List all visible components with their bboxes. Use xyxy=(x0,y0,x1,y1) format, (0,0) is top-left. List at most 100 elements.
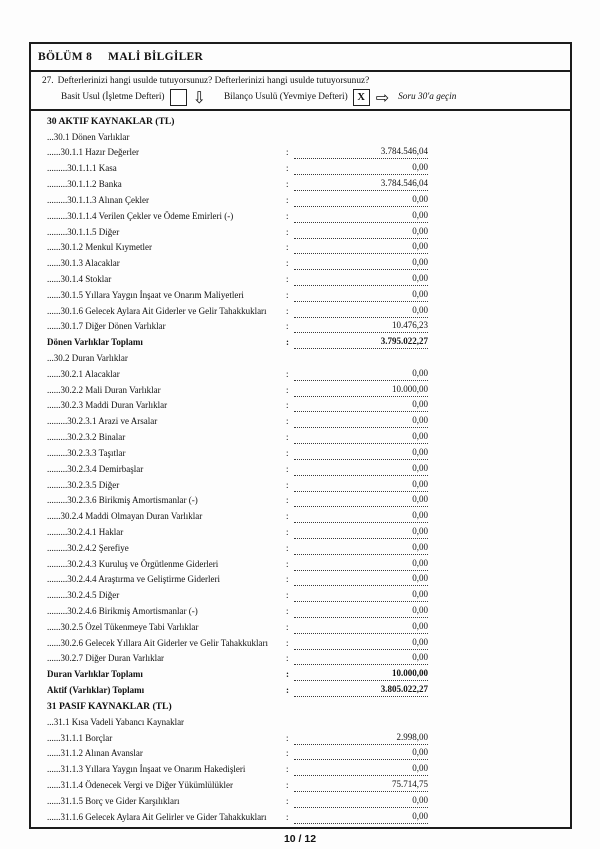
row-value: 75.714,75 xyxy=(294,779,428,792)
row-label: ......30.2.1 Alacaklar xyxy=(47,368,120,379)
row-label: ......31.1.3 Yıllara Yaygın İnşaat ve On… xyxy=(47,764,246,775)
row-colon: : xyxy=(286,163,289,174)
table-row: ......30.1.6 Gelecek Aylara Ait Giderler… xyxy=(47,303,554,319)
table-row: ......30.1.1 Hazır Değerler:3.784.546,04 xyxy=(47,145,554,161)
row-colon: : xyxy=(286,511,289,522)
row-value: 0,00 xyxy=(294,526,428,539)
row-colon: : xyxy=(286,542,289,553)
table-row: ......31.1.5 Borç ve Gider Karşılıkları:… xyxy=(47,793,554,809)
row-colon: : xyxy=(286,590,289,601)
row-value: 0,00 xyxy=(294,795,428,808)
row-value: 3.805.022,27 xyxy=(294,684,428,698)
row-colon: : xyxy=(286,368,289,379)
row-label: ...30.1 Dönen Varlıklar xyxy=(47,131,130,142)
table-row: .........30.2.3.5 Diğer:0,00 xyxy=(47,477,554,493)
row-value: 0,00 xyxy=(294,479,428,492)
row-value: 0,00 xyxy=(294,162,428,176)
table-row: ......31.1.6 Gelecek Aylara Ait Gelirler… xyxy=(47,809,554,825)
row-label: Aktif (Varlıklar) Toplamı xyxy=(47,685,145,696)
row-colon: : xyxy=(286,764,289,775)
row-label: Dönen Varlıklar Toplamı xyxy=(47,337,143,348)
row-value: 0,00 xyxy=(294,494,428,508)
table-row: 31 PASIF KAYNAKLAR (TL) xyxy=(47,698,554,714)
row-value: 0,00 xyxy=(294,747,428,761)
table-row: Dönen Varlıklar Toplamı:3.795.022,27 xyxy=(47,334,554,350)
page-number: 10 / 12 xyxy=(283,833,317,845)
row-label: ...31.1 Kısa Vadeli Yabancı Kaynaklar xyxy=(47,716,185,727)
row-value: 3.784.546,04 xyxy=(294,146,428,160)
question-27-block: 27. Defterlerinizi hangi usulde tutuyorsu… xyxy=(31,72,570,111)
table-row: Aktif (Varlıklar) Toplamı:3.805.022,27 xyxy=(47,682,554,698)
table-row: .........30.2.3.1 Arazi ve Arsalar:0,00 xyxy=(47,413,554,429)
row-label: .........30.2.3.5 Diğer xyxy=(47,479,120,490)
row-value: 0,00 xyxy=(294,241,428,255)
row-value: 0,00 xyxy=(294,573,428,587)
row-colon: : xyxy=(286,258,289,269)
row-label: ......31.1.6 Gelecek Aylara Ait Gelirler… xyxy=(47,811,267,822)
row-colon: : xyxy=(286,495,289,506)
row-label: ......31.1.5 Borç ve Gider Karşılıkları xyxy=(47,795,180,806)
row-value: 10.476,23 xyxy=(294,320,428,334)
row-colon: : xyxy=(286,179,289,190)
row-colon: : xyxy=(286,432,289,443)
row-colon: : xyxy=(286,226,289,237)
row-colon: : xyxy=(286,447,289,458)
row-value: 0,00 xyxy=(294,510,428,524)
row-colon: : xyxy=(286,147,289,158)
row-label: .........30.2.4.3 Kuruluş ve Örgütlenme … xyxy=(47,558,219,569)
row-value: 0,00 xyxy=(294,226,428,239)
row-value: 0,00 xyxy=(294,210,428,223)
row-value: 0,00 xyxy=(294,542,428,555)
row-colon: : xyxy=(286,321,289,332)
table-row: .........30.2.4.4 Araştırma ve Geliştirm… xyxy=(47,572,554,588)
row-colon: : xyxy=(286,463,289,474)
row-colon: : xyxy=(286,732,289,743)
row-label: ......30.1.2 Menkul Kıymetler xyxy=(47,242,152,253)
row-colon: : xyxy=(286,606,289,616)
row-colon: : xyxy=(286,779,289,790)
row-value: 0,00 xyxy=(294,305,428,318)
row-label: 31 PASIF KAYNAKLAR (TL) xyxy=(47,700,172,712)
question-number: 27. xyxy=(42,76,54,86)
row-value: 0,00 xyxy=(294,257,428,271)
row-label: .........30.2.4.1 Haklar xyxy=(47,526,124,537)
row-value: 0,00 xyxy=(294,763,428,777)
table-row: .........30.2.4.2 Şerefiye:0,00 xyxy=(47,540,554,556)
row-label: .........30.2.4.5 Diğer xyxy=(47,590,120,601)
row-value: 2.998,00 xyxy=(294,732,428,745)
table-row: ......30.2.6 Gelecek Yıllara Ait Giderle… xyxy=(47,635,554,651)
row-label: .........30.2.3.6 Birikmiş Amortismanlar… xyxy=(47,495,198,506)
row-colon: : xyxy=(286,795,289,806)
table-row: ...31.1 Kısa Vadeli Yabancı Kaynaklar xyxy=(47,714,554,730)
table-row: ......31.1.2 Alınan Avanslar:0,00 xyxy=(47,746,554,762)
row-value: 0,00 xyxy=(294,273,428,286)
row-colon: : xyxy=(286,273,289,284)
table-row: ......31.1.1 Borçlar:2.998,00 xyxy=(47,730,554,746)
table-row: .........30.2.3.3 Taşıtlar:0,00 xyxy=(47,445,554,461)
row-value: 10.000,00 xyxy=(294,668,428,682)
table-row: .........30.1.1.4 Verilen Çekler ve Ödem… xyxy=(47,208,554,224)
row-label: ......30.1.4 Stoklar xyxy=(47,273,112,284)
table-row: .........30.2.4.1 Haklar:0,00 xyxy=(47,524,554,540)
row-value: 0,00 xyxy=(294,431,428,445)
row-label: .........30.2.4.2 Şerefiye xyxy=(47,542,129,553)
row-colon: : xyxy=(286,526,289,537)
table-row: ......30.1.3 Alacaklar:0,00 xyxy=(47,255,554,271)
row-label: .........30.1.1.5 Diğer xyxy=(47,226,120,237)
row-label: ......31.1.1 Borçlar xyxy=(47,732,113,743)
table-row: ......30.1.7 Diğer Dönen Varlıklar:10.47… xyxy=(47,319,554,335)
checkbox-bilanco-usulu[interactable]: X xyxy=(352,88,370,106)
row-value: 3.784.546,04 xyxy=(294,178,428,192)
section-header-bar: BÖLÜM 8 MALİ BİLGİLER xyxy=(31,44,570,72)
row-value: 0,00 xyxy=(294,637,428,650)
down-arrow-icon: ⇩ xyxy=(192,87,206,107)
table-row: ......30.1.5 Yıllara Yaygın İnşaat ve On… xyxy=(47,287,554,303)
row-colon: : xyxy=(286,669,289,680)
row-colon: : xyxy=(286,748,289,759)
table-row: Duran Varlıklar Toplamı:10.000,00 xyxy=(47,666,554,682)
table-row: ......30.2.2 Mali Duran Varlıklar:10.000… xyxy=(47,382,554,398)
checkbox-basit-usul[interactable] xyxy=(169,88,187,106)
question-options-row: Basit Usul (İşletme Defteri) ⇩ Bilanço U… xyxy=(31,88,570,106)
row-colon: : xyxy=(286,621,289,632)
